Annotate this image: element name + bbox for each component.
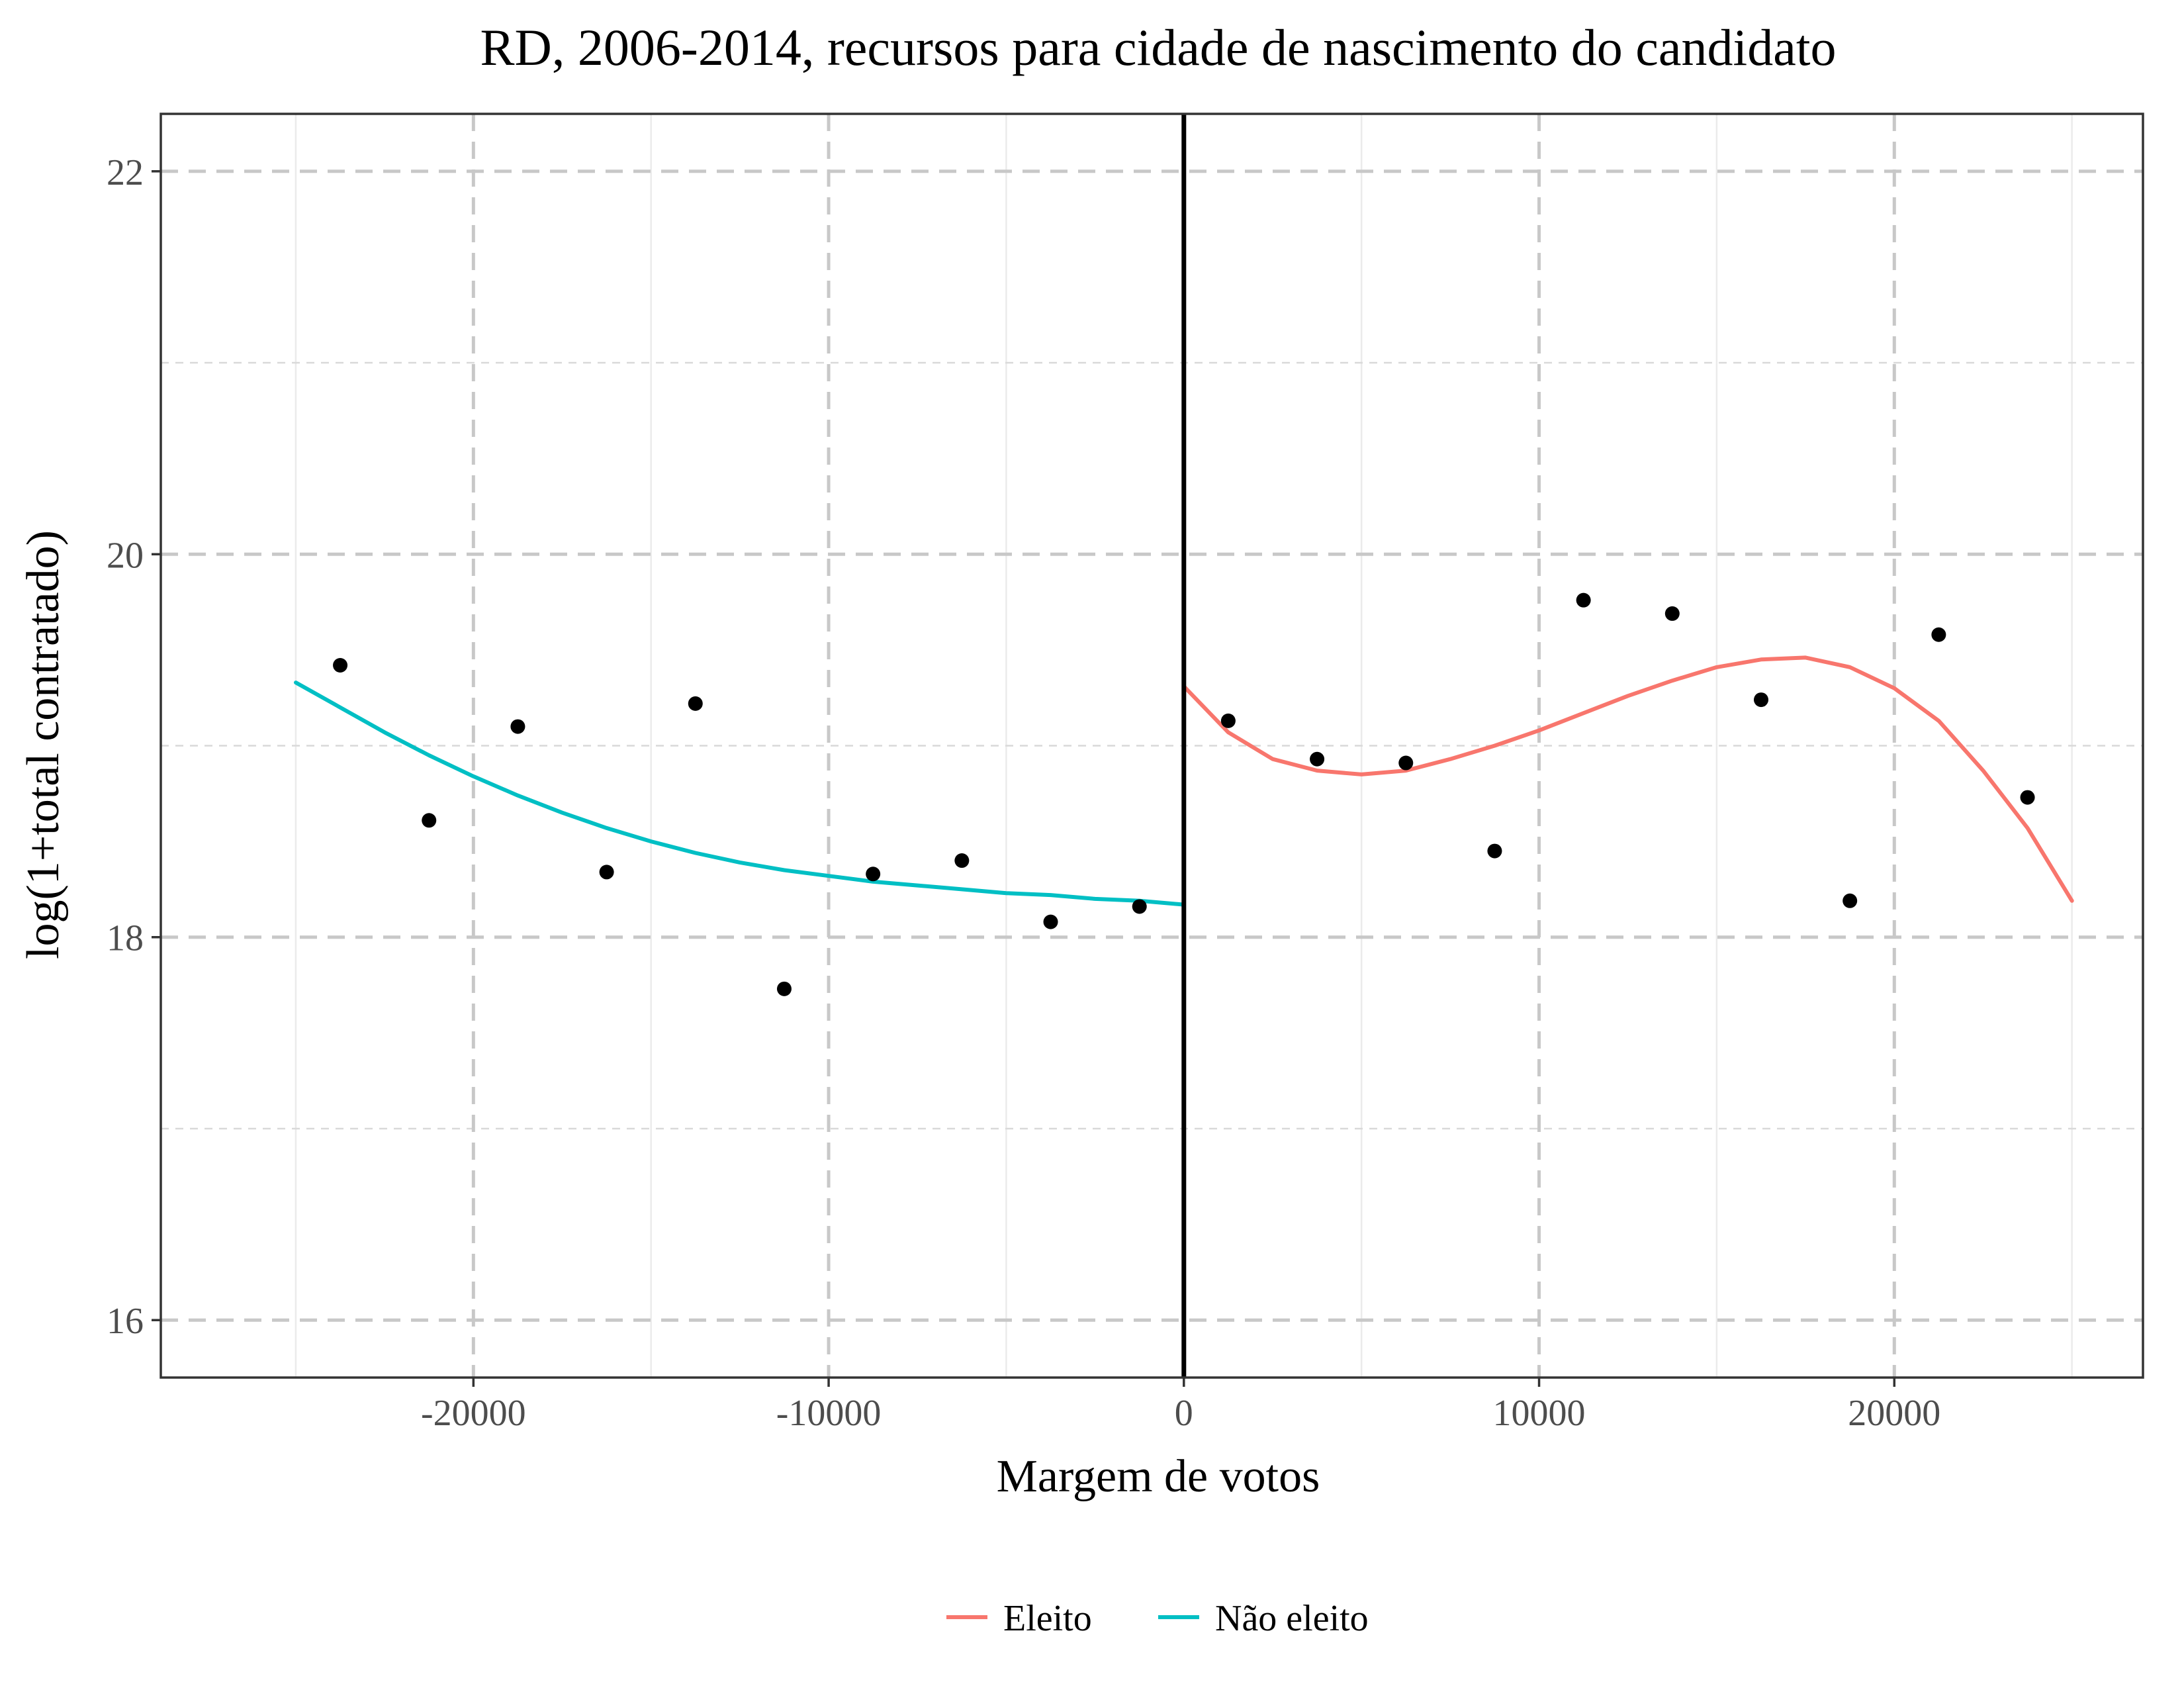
data-point	[1931, 627, 1946, 642]
data-point	[1132, 899, 1147, 914]
series-line-nao-eleito	[294, 680, 1186, 907]
x-tick-label: -20000	[421, 1393, 526, 1434]
data-point	[333, 658, 348, 673]
x-tick-label: 0	[1175, 1393, 1193, 1434]
data-point	[1310, 751, 1325, 767]
data-point	[2020, 790, 2035, 805]
data-point	[510, 719, 525, 734]
y-tick-label: 16	[107, 1301, 144, 1342]
x-tick-label: 10000	[1493, 1393, 1586, 1434]
data-point	[1398, 755, 1414, 771]
x-axis-label: Margem de votos	[997, 1451, 1320, 1502]
plot-border	[159, 113, 2144, 1379]
y-axis-label: log(1+total contratado)	[18, 530, 69, 959]
series-lines	[294, 655, 2074, 907]
y-axis: 16 18 20 22	[107, 152, 161, 1342]
data-point	[1220, 713, 1236, 728]
data-point	[1754, 692, 1769, 708]
data-point	[954, 853, 970, 868]
x-tick-label: 20000	[1848, 1393, 1940, 1434]
y-tick-label: 18	[107, 918, 144, 959]
y-tick-label: 22	[107, 152, 144, 193]
data-point	[776, 981, 792, 996]
data-point	[688, 696, 703, 711]
data-point	[599, 865, 614, 880]
chart-title: RD, 2006-2014, recursos para cidade de n…	[480, 19, 1836, 76]
legend-label-nao-eleito: Não eleito	[1215, 1598, 1369, 1639]
data-point	[422, 813, 437, 828]
data-point	[1487, 843, 1502, 859]
x-tick-label: -10000	[776, 1393, 882, 1434]
data-point	[1843, 893, 1858, 908]
y-tick-label: 20	[107, 535, 144, 576]
series-line-eleito	[1181, 655, 2074, 903]
x-axis: -20000 -10000 0 10000 20000	[421, 1378, 1940, 1434]
legend-label-eleito: Eleito	[1003, 1598, 1092, 1639]
data-point	[1576, 592, 1591, 608]
data-point	[1664, 606, 1680, 621]
data-points	[333, 592, 2035, 996]
data-point	[866, 867, 881, 882]
data-point	[1043, 914, 1058, 929]
legend: Eleito Não eleito	[946, 1598, 1369, 1639]
